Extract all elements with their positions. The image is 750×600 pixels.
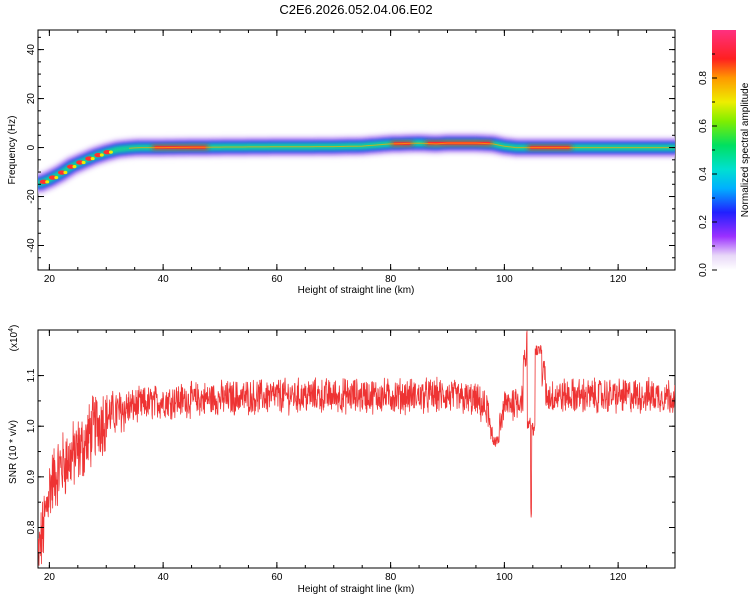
snr-xtick-label: 20 — [44, 572, 56, 583]
colorbar-tick-label: 0.8 — [698, 71, 709, 85]
spectrogram-xtick-label: 80 — [385, 274, 397, 285]
spectrogram-ytick-label: -20 — [26, 189, 37, 204]
spectrogram-blob — [103, 149, 112, 155]
spectrogram-panel: 20 40 60 80 100 120 -40 -20 0 20 40 Height of stra… — [7, 29, 676, 296]
snr-scale-label: (x104) — [8, 325, 20, 352]
spectrogram-ytick-label: 40 — [26, 44, 37, 56]
spectrogram-blob — [85, 156, 94, 161]
spectrogram-blob-core — [63, 170, 68, 175]
spectrogram-blob-core — [90, 156, 95, 161]
snr-series — [38, 330, 675, 566]
snr-scale-base: (x10 — [9, 331, 20, 351]
colorbar-label: Normalized spectral amplitude — [740, 82, 750, 217]
colorbar: 0.0 0.2 0.4 0.6 0.8 Normalized spectral ampl… — [698, 30, 750, 277]
snr-xtick-label: 120 — [610, 572, 627, 583]
spectrogram-blob-core — [54, 175, 59, 180]
spectrogram-blob — [94, 152, 103, 158]
colorbar-tick-label: 0.0 — [698, 263, 709, 277]
spectrogram-blob-core — [99, 153, 104, 157]
snr-axes: 20 40 60 80 100 120 0.8 0.9 1.0 1.1 — [26, 330, 676, 583]
colorbar-tick-label: 0.4 — [698, 167, 709, 181]
spectrogram-xtick-label: 60 — [271, 274, 283, 285]
spectrogram-ridge-line — [128, 142, 675, 149]
colorbar-tick-label: 0.2 — [698, 215, 709, 229]
snr-panel: 20 40 60 80 100 120 0.8 0.9 1.0 1.1 Height of str… — [8, 325, 676, 595]
spectrogram-blob-core — [108, 150, 113, 154]
spectrogram-heat — [38, 132, 675, 195]
spectrogram-blob-core — [81, 160, 86, 165]
spectrogram-xtick-label: 40 — [158, 274, 170, 285]
spectrogram-blob — [76, 160, 85, 165]
spectrogram-blob — [57, 170, 66, 175]
spectrogram-xtick-label: 100 — [496, 274, 513, 285]
spectrogram-blob-core — [72, 165, 77, 169]
snr-ytick-label: 1.0 — [26, 419, 37, 433]
snr-xtick-label: 100 — [496, 572, 513, 583]
spectrogram-ytick-label: -40 — [26, 238, 37, 253]
snr-line — [38, 330, 675, 566]
spectrogram-axes: 20 40 60 80 100 120 -40 -20 0 20 40 — [26, 30, 676, 285]
snr-xtick-label: 80 — [385, 572, 397, 583]
snr-xtick-label: 60 — [271, 572, 283, 583]
spectrogram-ytick-label: 0 — [26, 144, 37, 150]
spectrogram-ylabel: Frequency (Hz) — [7, 116, 18, 185]
spectrogram-blob — [39, 179, 48, 185]
snr-scale-exp: 4 — [8, 328, 15, 332]
snr-ytick-label: 1.1 — [26, 368, 37, 382]
chart-title: C2E6.2026.052.04.06.E02 — [279, 2, 432, 17]
colorbar-gradient — [712, 30, 736, 270]
spectrogram-xtick-label: 120 — [610, 274, 627, 285]
svg-text:(x104): (x104) — [8, 325, 20, 352]
colorbar-tick-label: 0.6 — [698, 119, 709, 133]
snr-xtick-label: 40 — [158, 572, 170, 583]
spectrogram-blob — [48, 175, 57, 180]
snr-ytick-label: 0.8 — [26, 520, 37, 534]
spectrogram-xtick-label: 20 — [44, 274, 56, 285]
spectrogram-blob — [66, 164, 75, 169]
spectrogram-ytick-label: 20 — [26, 93, 37, 105]
snr-frame — [37, 329, 676, 569]
spectrogram-xlabel: Height of straight line (km) — [298, 285, 415, 296]
snr-ytick-label: 0.9 — [26, 469, 37, 483]
colorbar-ticks: 0.0 0.2 0.4 0.6 0.8 — [698, 53, 717, 277]
snr-ylabel: SNR (10 * v/v) — [8, 420, 19, 484]
snr-xlabel: Height of straight line (km) — [298, 584, 415, 595]
spectrogram-blob-core — [45, 180, 50, 184]
